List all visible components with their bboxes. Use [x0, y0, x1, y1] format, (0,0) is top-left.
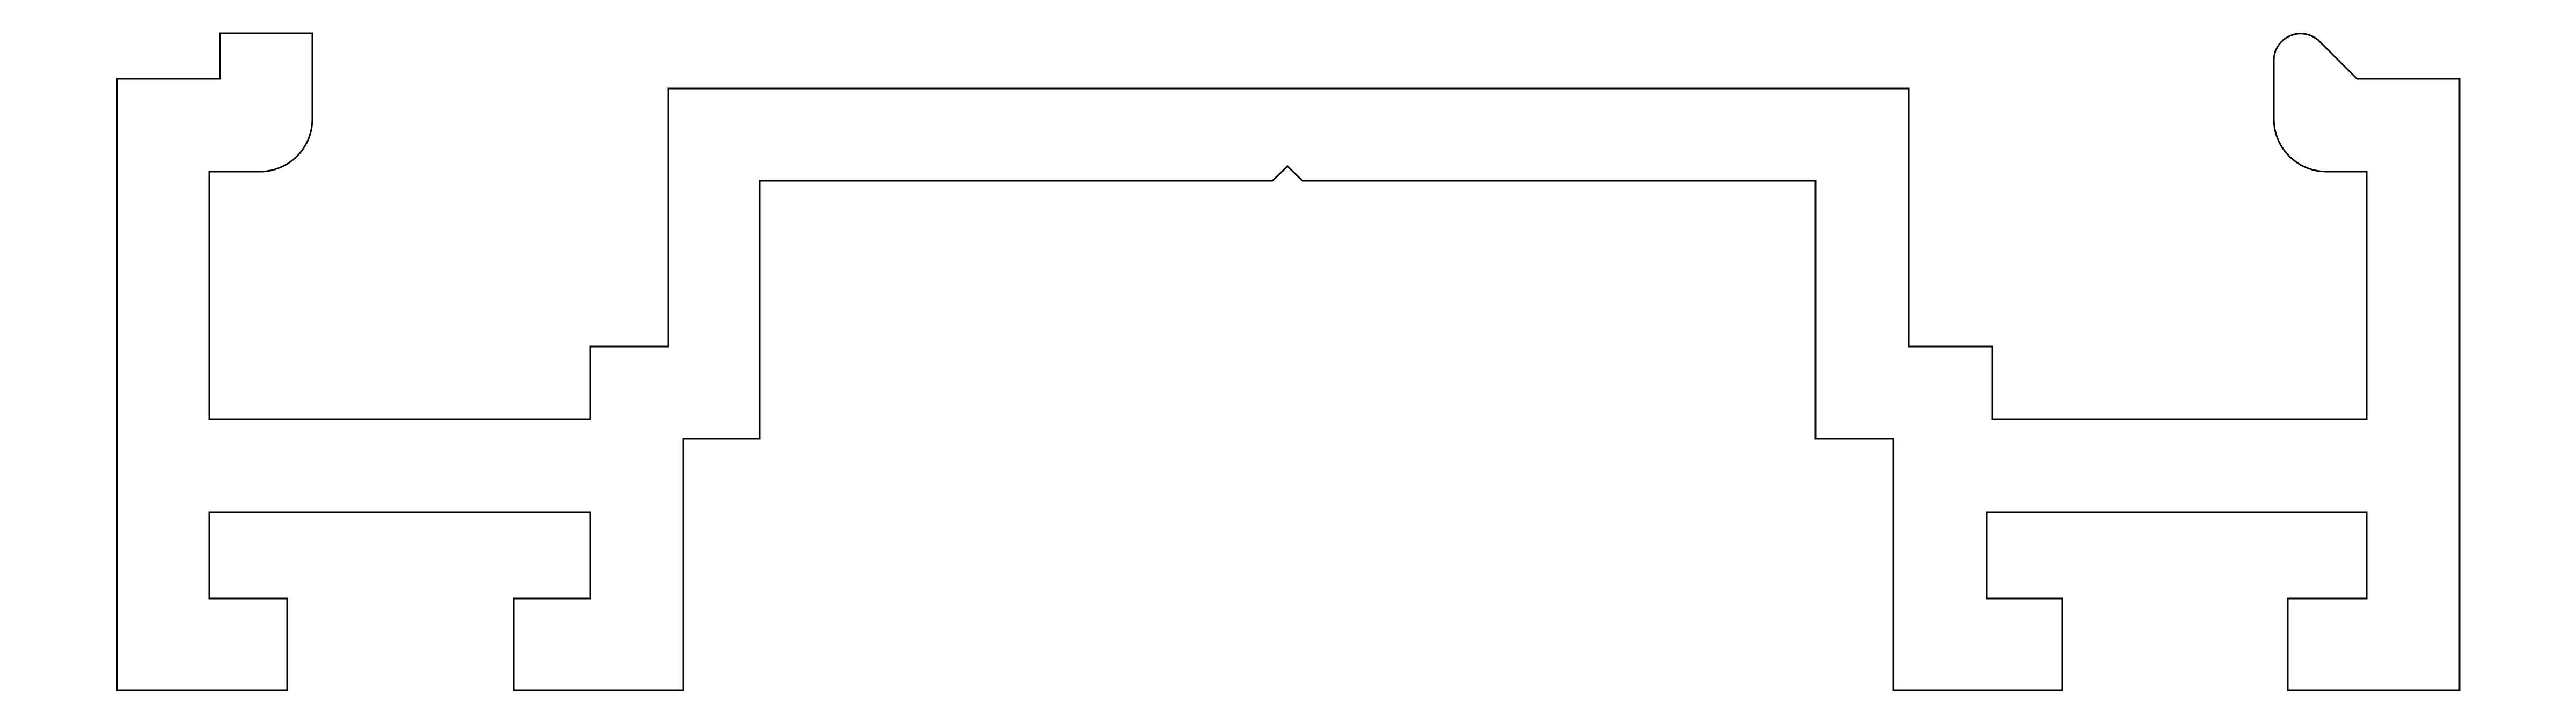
profile-outer-contour: [116, 32, 2461, 691]
